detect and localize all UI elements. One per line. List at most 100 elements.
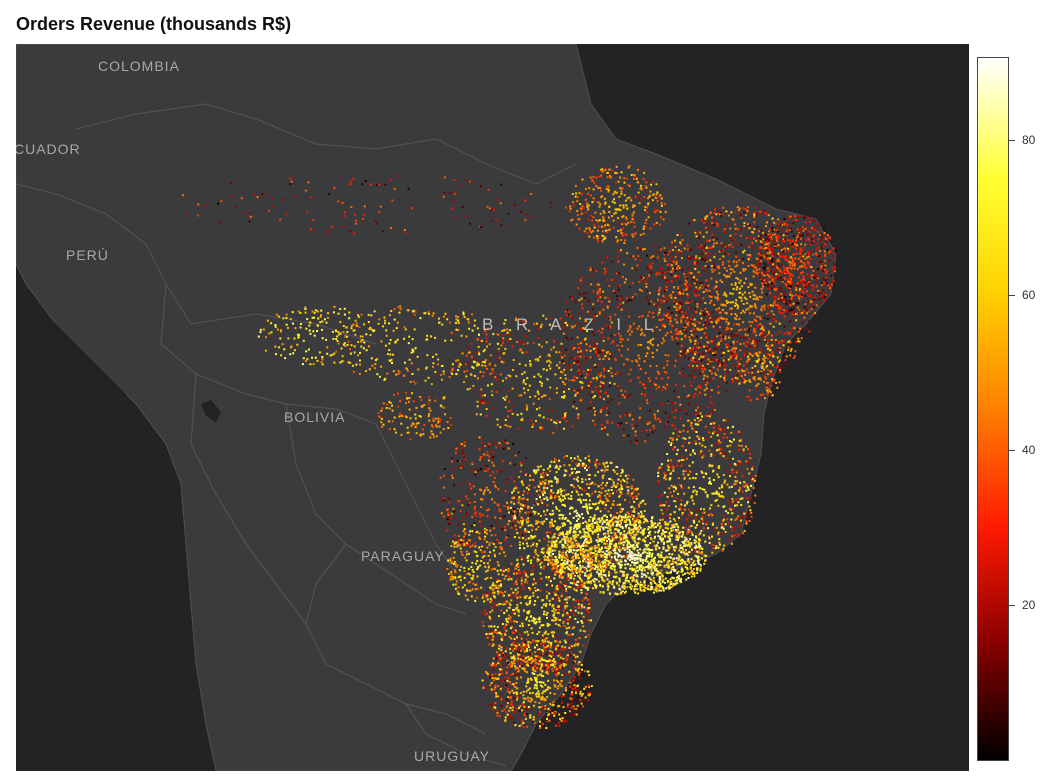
- revenue-point: [520, 723, 523, 726]
- revenue-point: [538, 539, 541, 542]
- revenue-point: [607, 532, 610, 535]
- revenue-point: [570, 537, 573, 540]
- revenue-point: [657, 293, 660, 296]
- revenue-point: [534, 618, 537, 621]
- revenue-point: [586, 506, 589, 509]
- revenue-point: [685, 447, 688, 450]
- revenue-point: [733, 270, 736, 273]
- revenue-point: [549, 642, 552, 645]
- revenue-point: [739, 486, 741, 489]
- revenue-point: [529, 601, 531, 603]
- revenue-point: [746, 206, 749, 209]
- revenue-point: [555, 662, 557, 664]
- revenue-point: [671, 576, 674, 579]
- revenue-point: [762, 211, 765, 214]
- revenue-point: [724, 304, 727, 307]
- revenue-point: [722, 249, 724, 252]
- revenue-point: [717, 363, 720, 366]
- revenue-point: [522, 647, 525, 650]
- revenue-point: [658, 529, 660, 532]
- revenue-point: [706, 415, 709, 417]
- revenue-point: [648, 562, 650, 565]
- revenue-point: [590, 580, 593, 583]
- revenue-point: [507, 574, 510, 577]
- revenue-point: [734, 313, 737, 315]
- revenue-point: [525, 530, 528, 533]
- revenue-point: [649, 549, 652, 551]
- revenue-point: [673, 490, 675, 493]
- revenue-point: [799, 287, 801, 290]
- map-panel[interactable]: COLOMBIA CUADOR PERÚ BOLIVIA PARAGUAY UR…: [16, 44, 969, 771]
- revenue-point: [694, 440, 697, 443]
- revenue-point: [545, 689, 548, 691]
- revenue-point: [560, 500, 563, 503]
- revenue-point: [639, 581, 642, 584]
- revenue-point: [589, 559, 592, 562]
- revenue-point: [655, 590, 658, 593]
- revenue-point: [601, 477, 604, 480]
- revenue-point: [755, 212, 758, 215]
- revenue-point: [527, 559, 530, 562]
- revenue-point: [561, 556, 563, 559]
- revenue-point: [687, 321, 690, 324]
- revenue-point: [672, 448, 675, 451]
- revenue-point: [532, 583, 535, 586]
- revenue-point: [635, 584, 638, 587]
- revenue-point: [589, 546, 592, 549]
- revenue-point: [526, 542, 528, 545]
- revenue-point: [546, 611, 549, 614]
- revenue-point: [511, 709, 514, 712]
- revenue-point: [766, 365, 769, 367]
- revenue-point: [502, 594, 505, 597]
- revenue-point: [625, 577, 628, 580]
- revenue-point: [707, 514, 710, 517]
- revenue-point: [737, 516, 740, 519]
- revenue-point: [615, 546, 618, 549]
- revenue-point: [621, 590, 624, 593]
- revenue-point: [567, 703, 570, 706]
- revenue-point: [541, 695, 544, 698]
- revenue-point: [578, 667, 581, 670]
- revenue-point: [526, 545, 529, 548]
- revenue-point: [569, 522, 572, 525]
- revenue-point: [698, 442, 701, 445]
- revenue-point: [541, 648, 544, 651]
- revenue-point: [561, 574, 564, 576]
- revenue-point: [706, 252, 709, 255]
- revenue-point: [541, 492, 544, 495]
- revenue-point: [646, 560, 649, 563]
- revenue-point: [507, 617, 510, 620]
- revenue-point: [587, 493, 590, 496]
- revenue-point: [572, 679, 575, 682]
- revenue-point: [492, 635, 495, 638]
- revenue-point: [644, 503, 647, 505]
- revenue-point: [608, 553, 611, 556]
- revenue-point: [546, 509, 549, 512]
- revenue-point: [550, 540, 553, 543]
- revenue-point: [700, 546, 703, 549]
- revenue-point: [669, 491, 672, 494]
- revenue-point: [697, 294, 700, 297]
- revenue-point: [491, 674, 494, 676]
- revenue-point: [515, 645, 518, 647]
- revenue-point: [579, 560, 581, 563]
- revenue-point: [717, 533, 720, 536]
- revenue-point: [789, 354, 792, 357]
- revenue-point: [609, 545, 612, 548]
- revenue-point: [632, 546, 635, 549]
- revenue-point: [675, 545, 677, 548]
- revenue-point: [752, 312, 755, 315]
- revenue-point: [486, 636, 489, 639]
- revenue-point: [624, 563, 627, 566]
- revenue-point: [752, 373, 755, 376]
- revenue-point: [753, 211, 756, 214]
- revenue-point: [553, 549, 556, 552]
- revenue-point: [645, 556, 648, 559]
- revenue-point: [625, 537, 628, 540]
- revenue-point: [606, 542, 608, 545]
- revenue-point: [498, 673, 501, 676]
- revenue-point: [525, 648, 528, 651]
- revenue-point: [532, 510, 535, 513]
- revenue-point: [530, 524, 533, 527]
- revenue-point: [664, 581, 666, 584]
